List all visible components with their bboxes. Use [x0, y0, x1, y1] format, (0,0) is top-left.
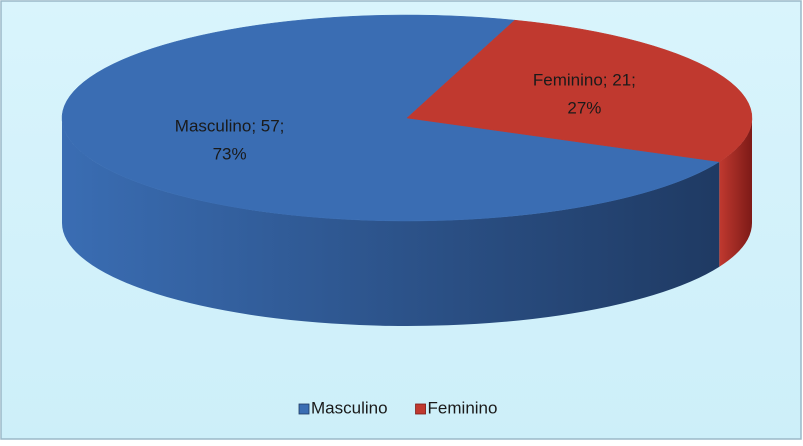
legend-label: Masculino	[311, 398, 388, 417]
legend-swatch	[298, 403, 310, 415]
slice-side	[719, 118, 752, 267]
legend-swatch	[415, 403, 426, 415]
data-label: 73%	[213, 144, 247, 163]
data-label: Masculino; 57;	[175, 116, 285, 135]
data-label: Feminino; 21;	[533, 71, 636, 90]
slice	[61, 14, 721, 222]
legend: Masculino Feminino	[298, 398, 498, 417]
legend-label: Feminino	[428, 398, 498, 417]
data-label: 27%	[567, 99, 601, 118]
slice	[406, 19, 753, 162]
pie: Masculino; 57; 73% Feminino; 21; 27%	[61, 14, 753, 327]
slice-side	[62, 118, 720, 327]
